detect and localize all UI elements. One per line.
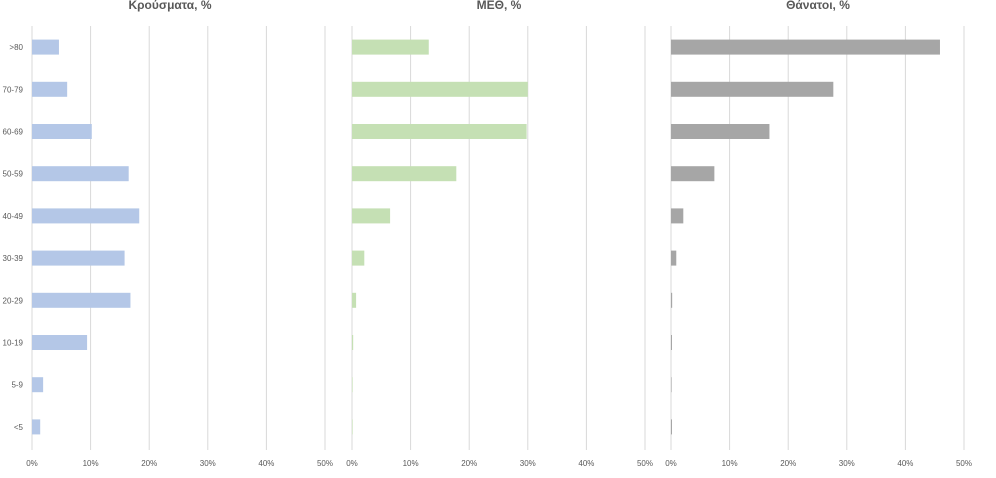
x-tick-label: 50% xyxy=(317,459,333,468)
category-label: 5-9 xyxy=(11,381,23,390)
bar xyxy=(32,166,129,182)
x-tick-label: 40% xyxy=(578,459,594,468)
bar xyxy=(32,292,131,308)
x-tick-label: 50% xyxy=(956,459,972,468)
x-tick-label: 20% xyxy=(780,459,796,468)
category-label: 20-29 xyxy=(3,296,24,305)
x-tick-label: 0% xyxy=(346,459,358,468)
bar xyxy=(352,419,353,435)
x-tick-label: 20% xyxy=(141,459,157,468)
bar xyxy=(32,39,59,55)
panel-title: Κρούσματα, % xyxy=(128,0,211,12)
bar xyxy=(352,124,527,139)
bar xyxy=(32,335,88,350)
bar xyxy=(352,377,353,393)
bar xyxy=(32,81,68,97)
x-tick-label: 50% xyxy=(637,459,653,468)
panel-title: Θάνατοι, % xyxy=(786,0,850,12)
category-label: 70-79 xyxy=(3,85,24,94)
bar xyxy=(32,377,44,393)
bar xyxy=(32,124,92,139)
category-label: 40-49 xyxy=(3,212,24,221)
bar xyxy=(671,335,672,350)
panel-title: ΜΕΘ, % xyxy=(477,0,522,12)
bar xyxy=(352,335,354,350)
x-tick-label: 10% xyxy=(403,459,419,468)
bar xyxy=(671,124,770,139)
category-label: >80 xyxy=(9,43,23,52)
bar xyxy=(671,250,677,266)
bar xyxy=(352,39,429,55)
x-tick-label: 10% xyxy=(83,459,99,468)
x-tick-label: 30% xyxy=(839,459,855,468)
bar xyxy=(32,208,140,224)
category-label: 10-19 xyxy=(3,339,24,348)
bar xyxy=(352,292,357,308)
x-tick-label: 40% xyxy=(258,459,274,468)
x-tick-label: 10% xyxy=(722,459,738,468)
category-label: 30-39 xyxy=(3,254,24,263)
bar xyxy=(671,419,672,435)
bar xyxy=(352,250,365,266)
bar xyxy=(352,208,391,224)
category-label: 60-69 xyxy=(3,128,24,137)
bar xyxy=(671,208,684,224)
bar xyxy=(352,166,457,182)
bar xyxy=(671,39,940,55)
category-label: <5 xyxy=(14,423,24,432)
category-label: 50-59 xyxy=(3,170,24,179)
bar xyxy=(352,81,528,97)
bar xyxy=(671,166,715,182)
bar xyxy=(671,292,673,308)
bar xyxy=(32,419,41,435)
x-tick-label: 0% xyxy=(665,459,677,468)
x-tick-label: 30% xyxy=(520,459,536,468)
bar xyxy=(671,81,834,97)
x-tick-label: 30% xyxy=(200,459,216,468)
x-tick-label: 20% xyxy=(461,459,477,468)
x-tick-label: 0% xyxy=(26,459,38,468)
x-tick-label: 40% xyxy=(897,459,913,468)
bar xyxy=(671,377,672,393)
bar xyxy=(32,250,125,266)
